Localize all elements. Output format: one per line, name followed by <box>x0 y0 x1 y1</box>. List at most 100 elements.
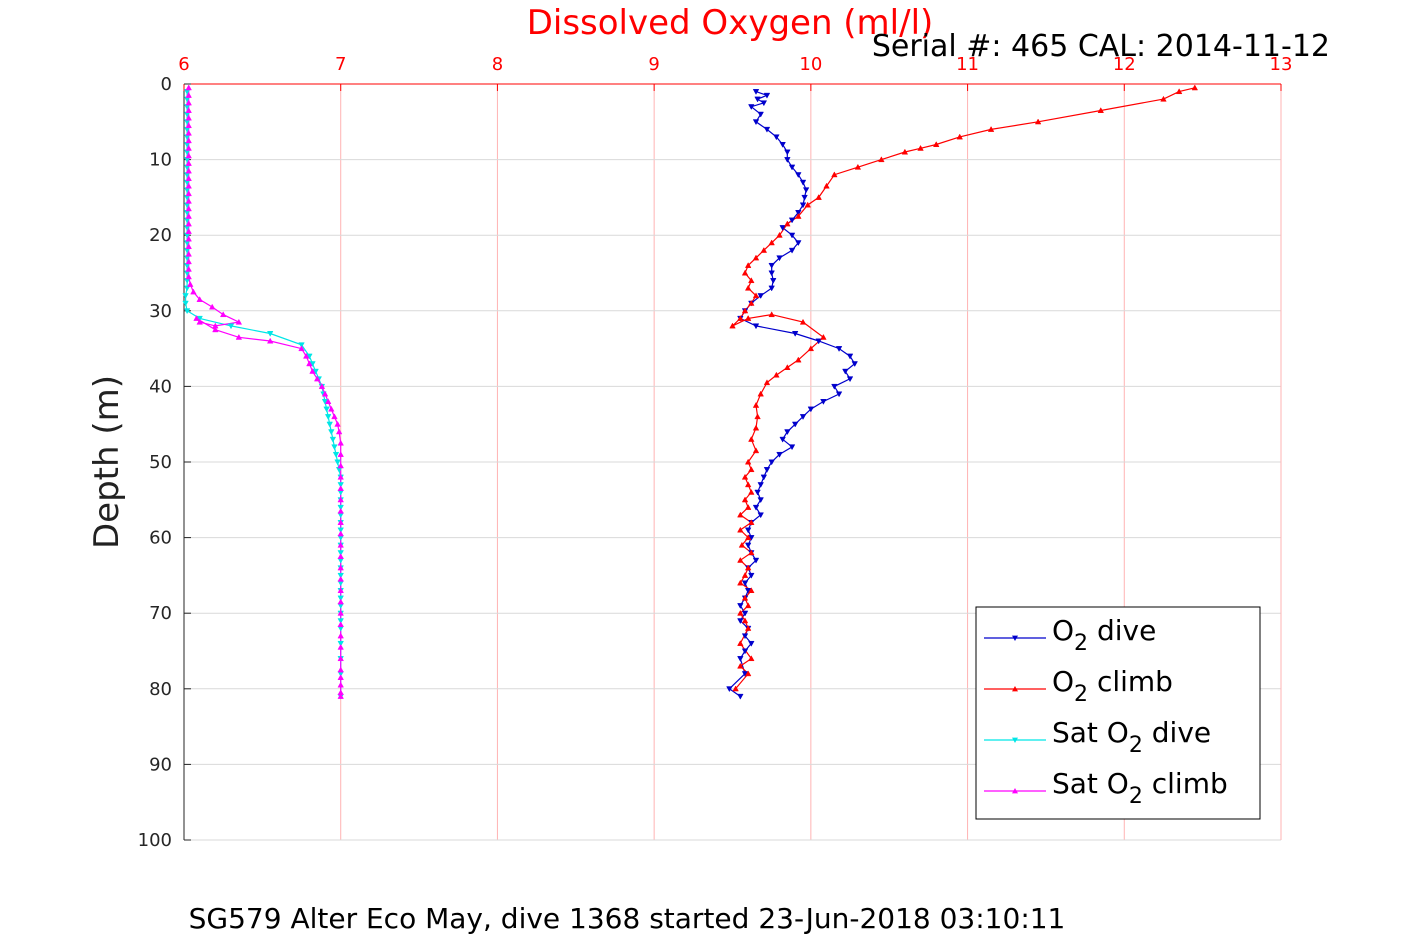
data-point <box>337 609 344 616</box>
legend: O2 dive O2 climb Sat O2 dive Sat O2 climb <box>975 606 1261 820</box>
data-point <box>835 346 843 352</box>
data-point <box>784 364 791 370</box>
data-point <box>328 405 335 412</box>
data-point <box>768 262 775 269</box>
data-point <box>331 413 338 420</box>
data-point <box>744 625 752 631</box>
data-point <box>732 685 739 692</box>
data-point <box>815 194 822 200</box>
data-point <box>799 179 807 186</box>
y-tick-label: 0 <box>161 74 172 95</box>
data-point <box>326 421 333 428</box>
data-point <box>744 284 752 291</box>
data-point <box>227 323 235 330</box>
data-point <box>744 458 752 465</box>
data-point <box>235 333 243 340</box>
data-point <box>768 459 775 466</box>
data-point <box>754 413 761 420</box>
data-point <box>763 379 771 386</box>
data-point <box>741 572 749 578</box>
data-point <box>737 609 744 616</box>
y-tick-label: 40 <box>149 376 172 397</box>
legend-box <box>975 606 1261 820</box>
series-line <box>188 87 342 697</box>
data-point <box>737 618 744 625</box>
data-point <box>795 210 802 216</box>
data-point <box>744 542 752 549</box>
chart-title: Dissolved Oxygen (ml/l) <box>527 3 934 43</box>
data-point <box>183 285 191 292</box>
data-point <box>334 459 341 466</box>
data-point <box>334 420 341 427</box>
data-point <box>337 541 344 548</box>
data-point <box>741 269 749 276</box>
data-point <box>744 504 752 510</box>
data-point <box>187 281 194 287</box>
data-point <box>337 643 344 650</box>
x-tick-label: 8 <box>492 54 503 75</box>
chart-caption: SG579 Alter Eco May, dive 1368 started 2… <box>189 902 1066 935</box>
data-point <box>763 467 771 473</box>
data-point <box>185 273 192 280</box>
data-point <box>737 662 744 669</box>
data-point <box>337 587 344 594</box>
data-point <box>337 462 344 469</box>
data-point <box>752 447 760 454</box>
data-point <box>741 307 749 314</box>
data-point <box>298 345 305 352</box>
data-point <box>799 318 807 325</box>
data-point <box>748 519 755 525</box>
data-point <box>807 406 815 413</box>
data-point <box>799 202 807 209</box>
data-point <box>763 92 771 99</box>
data-point <box>757 111 764 118</box>
data-point <box>190 288 197 295</box>
data-point <box>185 220 192 227</box>
grid-layer <box>183 83 1282 841</box>
data-point <box>337 553 344 559</box>
data-point <box>752 401 760 408</box>
x-tick-label: 11 <box>956 54 979 75</box>
data-point <box>196 318 203 325</box>
data-point <box>748 299 755 306</box>
data-point <box>831 383 838 390</box>
data-point <box>1160 95 1167 102</box>
data-point <box>776 255 783 262</box>
data-point <box>298 342 305 349</box>
data-point <box>788 232 796 239</box>
data-point <box>185 107 192 113</box>
axes-layer: 6 7 8 9 10 11 12 13 0 10 20 30 40 50 60 70 80 90 100 <box>138 54 1293 851</box>
data-point <box>193 315 200 321</box>
data-point <box>266 330 274 337</box>
data-point <box>748 655 755 662</box>
series-layer <box>185 87 1195 697</box>
data-point <box>324 414 332 420</box>
x-tick-label: 9 <box>648 54 659 75</box>
data-point <box>768 311 775 318</box>
data-point <box>754 96 761 103</box>
data-point <box>748 587 755 594</box>
data-point <box>235 318 243 325</box>
data-point <box>752 424 760 431</box>
data-point <box>185 129 192 136</box>
data-point <box>185 92 192 98</box>
data-point <box>335 428 343 435</box>
data-point <box>760 474 768 481</box>
data-point <box>726 686 733 693</box>
data-point <box>1034 118 1042 125</box>
data-point <box>208 303 216 310</box>
data-point <box>757 390 764 397</box>
legend-label: O2 dive <box>1052 614 1156 656</box>
data-point <box>185 190 192 197</box>
data-point <box>185 84 192 91</box>
data-point <box>744 602 752 609</box>
data-point <box>337 564 344 571</box>
data-point <box>748 466 755 473</box>
data-point <box>196 296 203 302</box>
y-tick-label: 70 <box>149 603 172 624</box>
data-point <box>835 391 843 398</box>
data-point <box>337 575 344 582</box>
data-point <box>752 89 760 95</box>
data-point <box>779 436 786 443</box>
data-point <box>795 172 802 179</box>
